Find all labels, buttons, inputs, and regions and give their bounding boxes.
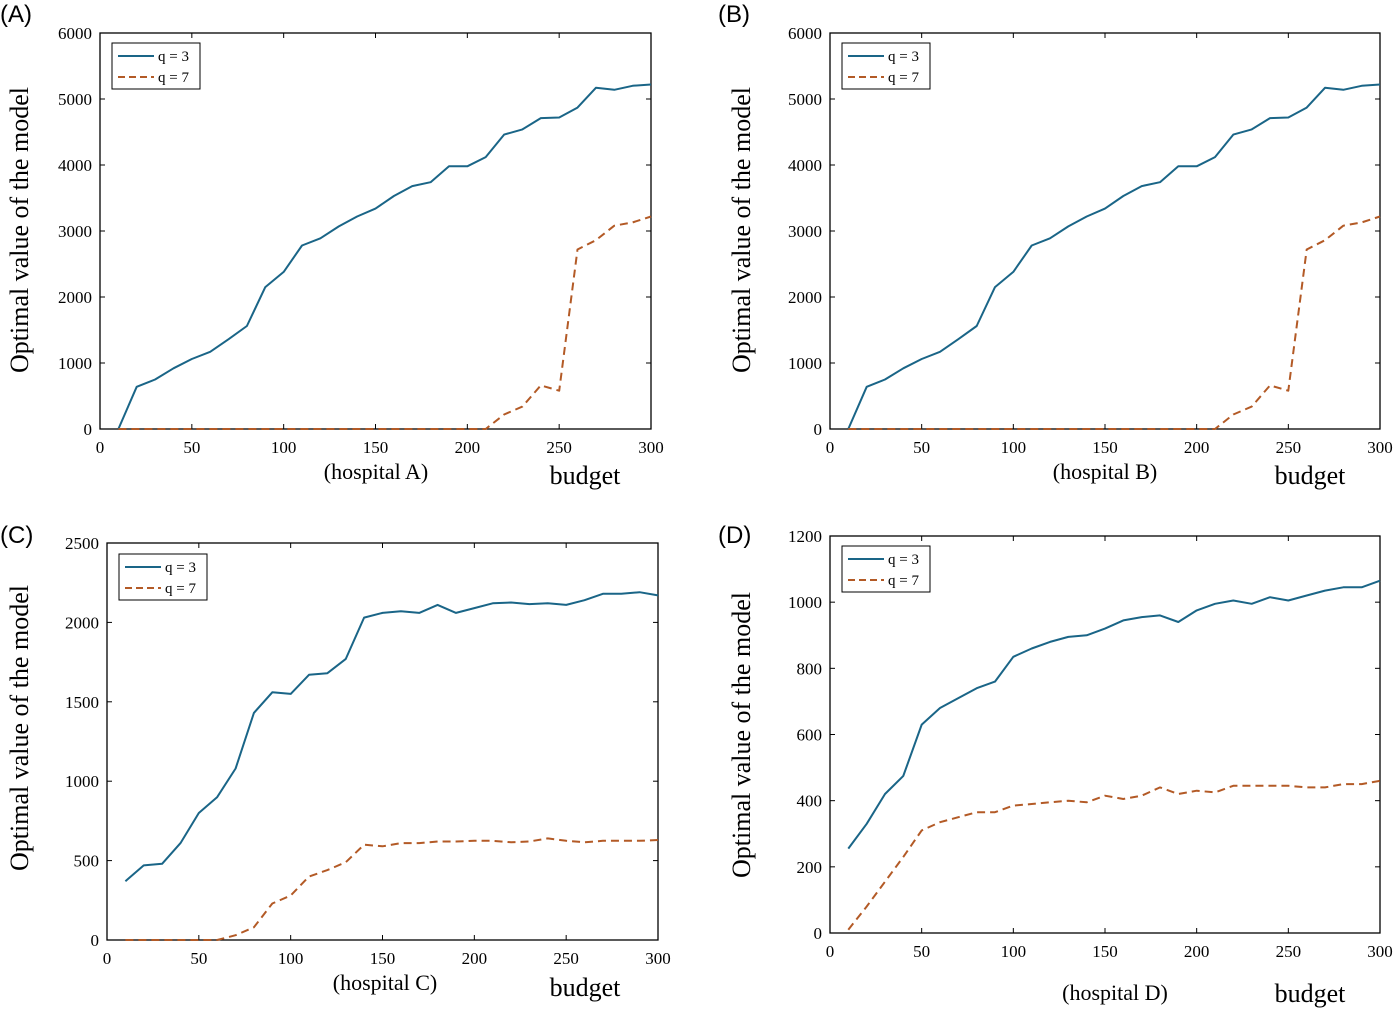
panel-subtitle: (hospital A): [324, 459, 429, 484]
x-tick-label: 50: [183, 438, 200, 457]
y-tick-label: 5000: [788, 90, 822, 109]
legend-label: q = 3: [165, 560, 196, 576]
y-tick-label: 2000: [788, 288, 822, 307]
series-line-1: [124, 591, 659, 882]
y-tick-label: 1200: [788, 527, 822, 546]
x-tick-label: 150: [370, 949, 396, 968]
x-tick-label: 300: [645, 949, 671, 968]
x-axis-label: budget: [550, 973, 622, 1002]
y-tick-label: 500: [74, 852, 100, 871]
x-tick-label: 100: [278, 949, 304, 968]
x-tick-label: 0: [826, 438, 835, 457]
x-tick-label: 250: [553, 949, 579, 968]
legend-label: q = 3: [888, 552, 919, 568]
panel-label: (D): [718, 522, 751, 549]
y-axis-label: Optimal value of the model: [5, 87, 34, 373]
y-tick-label: 1000: [788, 354, 822, 373]
x-tick-label: 0: [96, 438, 105, 457]
x-tick-label: 50: [913, 438, 930, 457]
panel-label: (C): [0, 522, 33, 549]
y-tick-label: 1000: [65, 772, 99, 791]
y-tick-label: 800: [797, 659, 823, 678]
legend-label: q = 3: [158, 49, 189, 65]
y-tick-label: 4000: [58, 156, 92, 175]
panel-subtitle: (hospital D): [1062, 980, 1168, 1005]
series-line-1: [117, 83, 652, 430]
x-tick-label: 250: [546, 438, 572, 457]
x-tick-label: 0: [826, 942, 835, 961]
legend-box: [841, 42, 931, 90]
y-tick-label: 2500: [65, 534, 99, 553]
y-tick-label: 1500: [65, 693, 99, 712]
panel-label: (A): [0, 1, 32, 28]
x-axis-label: budget: [550, 461, 622, 490]
x-tick-label: 200: [1184, 438, 1210, 457]
legend-box: [841, 545, 931, 593]
y-tick-label: 2000: [65, 613, 99, 632]
x-tick-label: 300: [638, 438, 664, 457]
x-tick-label: 150: [1092, 942, 1118, 961]
plot-frame: [829, 32, 1381, 430]
panel-label: (B): [718, 1, 750, 28]
series-line-2: [847, 779, 1381, 931]
y-tick-label: 400: [797, 792, 823, 811]
series-line-2: [848, 215, 1381, 430]
x-tick-label: 300: [1367, 438, 1393, 457]
legend-label: q = 7: [888, 70, 919, 86]
y-tick-label: 1000: [788, 593, 822, 612]
x-tick-label: 250: [1276, 942, 1302, 961]
plot-frame: [829, 535, 1381, 934]
y-tick-label: 0: [814, 420, 823, 439]
legend-box: [118, 553, 208, 601]
x-tick-label: 200: [462, 949, 488, 968]
x-tick-label: 50: [190, 949, 207, 968]
x-tick-label: 250: [1276, 438, 1302, 457]
y-tick-label: 5000: [58, 90, 92, 109]
y-tick-label: 600: [797, 726, 823, 745]
y-axis-label: Optimal value of the model: [727, 87, 756, 373]
legend-label: q = 7: [158, 70, 189, 86]
series-line-2: [125, 837, 659, 941]
x-axis-label: budget: [1275, 461, 1347, 490]
y-tick-label: 3000: [788, 222, 822, 241]
x-tick-label: 0: [103, 949, 112, 968]
y-tick-label: 2000: [58, 288, 92, 307]
x-tick-label: 150: [363, 438, 389, 457]
series-line-2: [118, 215, 652, 430]
y-axis-label: Optimal value of the model: [727, 592, 756, 878]
y-tick-label: 3000: [58, 222, 92, 241]
x-axis-label: budget: [1275, 979, 1347, 1008]
panel-subtitle: (hospital B): [1053, 459, 1158, 484]
panel-subtitle: (hospital C): [333, 970, 438, 995]
y-tick-label: 0: [84, 420, 93, 439]
y-tick-label: 0: [91, 931, 100, 950]
panel-a: (A)0 50 100 150 200 250 3000100020003000400050…: [0, 1, 664, 490]
y-tick-label: 0: [814, 924, 823, 943]
y-tick-label: 6000: [788, 24, 822, 43]
x-tick-label: 100: [1001, 438, 1027, 457]
x-tick-label: 150: [1092, 438, 1118, 457]
panel-d: (D) 0 50 100 150 200 250 300 0 200 400 600 800 1000 12…: [718, 522, 1393, 1008]
series-line-1: [847, 83, 1381, 430]
panel-c: (C) 0 50 100 150 200 250 300 0 500 1000 1500 2000 250…: [0, 522, 671, 1002]
legend-label: q = 7: [888, 573, 919, 589]
legend-box: [111, 42, 201, 90]
y-tick-label: 4000: [788, 156, 822, 175]
y-axis-label: Optimal value of the model: [5, 585, 34, 871]
x-tick-label: 100: [1001, 942, 1027, 961]
x-tick-label: 200: [455, 438, 481, 457]
x-tick-label: 50: [913, 942, 930, 961]
plot-frame: [99, 32, 652, 430]
x-tick-label: 100: [271, 438, 297, 457]
legend-label: q = 7: [165, 581, 196, 597]
panel-b: (B)0 50 100 150 200 250 3000100020003000400050…: [718, 1, 1393, 490]
x-tick-label: 300: [1367, 942, 1393, 961]
x-tick-label: 200: [1184, 942, 1210, 961]
y-tick-label: 200: [797, 858, 823, 877]
legend-label: q = 3: [888, 49, 919, 65]
series-line-1: [847, 579, 1381, 850]
y-tick-label: 6000: [58, 24, 92, 43]
y-tick-label: 1000: [58, 354, 92, 373]
